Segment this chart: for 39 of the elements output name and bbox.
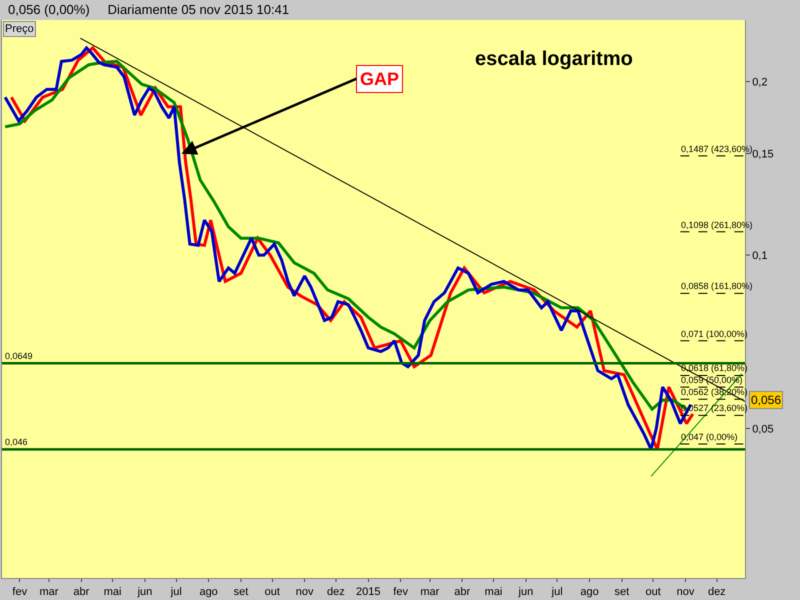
x-tick-label: jul xyxy=(550,586,563,598)
annotation: GAP xyxy=(360,69,400,89)
x-tick-label: nov xyxy=(296,586,314,598)
ref-line-label: 0,1487 (423,60%) xyxy=(681,144,753,154)
ref-line-label: 0,0649 xyxy=(5,351,33,361)
x-tick-label: set xyxy=(234,586,248,598)
y-tick-label: 0,1 xyxy=(752,250,768,262)
x-tick-label: 2015 xyxy=(356,586,381,598)
x-tick-label: dez xyxy=(327,586,345,598)
annotation: Preço xyxy=(5,23,34,35)
x-tick-label: nov xyxy=(676,586,695,598)
ref-line-label: 0,0858 (161,80%) xyxy=(681,281,753,291)
y-tick-label: 0,15 xyxy=(752,148,774,161)
x-tick-label: mai xyxy=(104,586,122,598)
ref-line-label: 0,071 (100,00%) xyxy=(681,329,748,339)
ref-line-label: 0,1098 (261,80%) xyxy=(681,220,753,230)
annotation: escala logaritmo xyxy=(475,48,633,70)
x-tick-label: mar xyxy=(420,586,440,598)
x-tick-label: out xyxy=(646,586,661,598)
x-tick-label: abr xyxy=(73,586,90,598)
y-tick-label: 0,2 xyxy=(752,76,768,89)
x-tick-label: jul xyxy=(170,586,182,598)
x-tick-label: jun xyxy=(136,586,152,598)
x-tick-label: out xyxy=(264,586,280,598)
chart-title: 0,056 (0,00%) xyxy=(8,2,90,17)
x-tick-label: fev xyxy=(393,586,408,598)
ref-line-label: 0,046 xyxy=(5,437,28,447)
x-tick-label: abr xyxy=(454,586,470,598)
x-tick-label: ago xyxy=(199,586,218,598)
x-tick-label: ago xyxy=(580,586,599,598)
x-tick-label: mai xyxy=(484,586,502,598)
x-tick-label: jun xyxy=(518,586,534,598)
x-tick-label: mar xyxy=(39,586,59,598)
text: 0,056 xyxy=(751,393,782,407)
x-tick-label: fev xyxy=(12,586,28,598)
x-tick-label: set xyxy=(614,586,630,598)
chart-subtitle: Diariamente 05 nov 2015 10:41 xyxy=(108,2,290,17)
x-tick-label: dez xyxy=(708,586,726,598)
y-tick-label: 0,05 xyxy=(752,423,774,436)
